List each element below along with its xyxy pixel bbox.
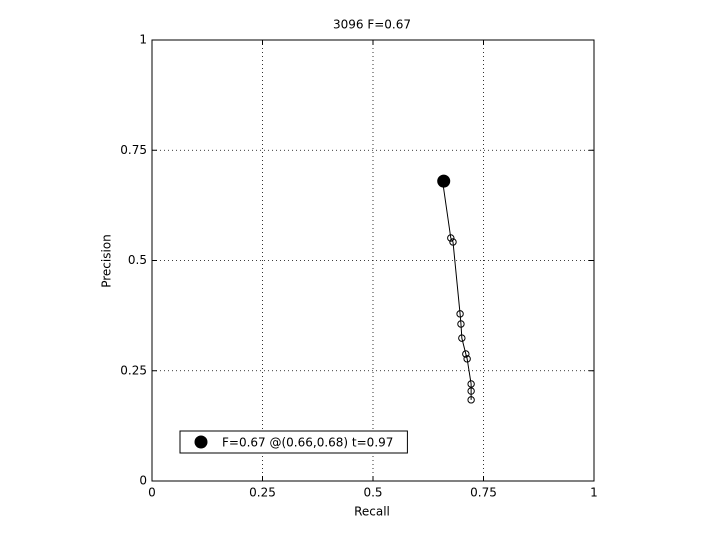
point [467, 387, 475, 395]
y-tick-label: 0 [139, 474, 147, 488]
point [463, 355, 471, 363]
chart-title: 3096 F=0.67 [333, 18, 411, 32]
point [467, 380, 475, 388]
point [447, 234, 455, 242]
best-point [437, 174, 451, 188]
y-axis-label: Precision [100, 234, 114, 288]
x-tick-label: 1 [590, 486, 598, 500]
point [458, 334, 466, 342]
point [456, 310, 464, 318]
y-tick-label: 1 [139, 33, 147, 47]
y-tick-label: 0.5 [128, 253, 147, 267]
legend-box [179, 430, 408, 454]
x-tick-label: 0.75 [470, 486, 497, 500]
point [457, 320, 465, 328]
point [462, 350, 470, 358]
x-axis-label: Recall [354, 505, 390, 519]
point [449, 238, 457, 246]
x-tick-label: 0.25 [249, 486, 276, 500]
plot-frame [151, 39, 595, 482]
point [467, 396, 475, 404]
legend-marker [194, 435, 208, 449]
y-tick-label: 0.75 [120, 143, 147, 157]
y-tick-label: 0.25 [120, 363, 147, 377]
x-tick-label: 0 [148, 486, 156, 500]
legend-label: F=0.67 @(0.66,0.68) t=0.97 [222, 436, 393, 450]
x-tick-label: 0.5 [363, 486, 382, 500]
